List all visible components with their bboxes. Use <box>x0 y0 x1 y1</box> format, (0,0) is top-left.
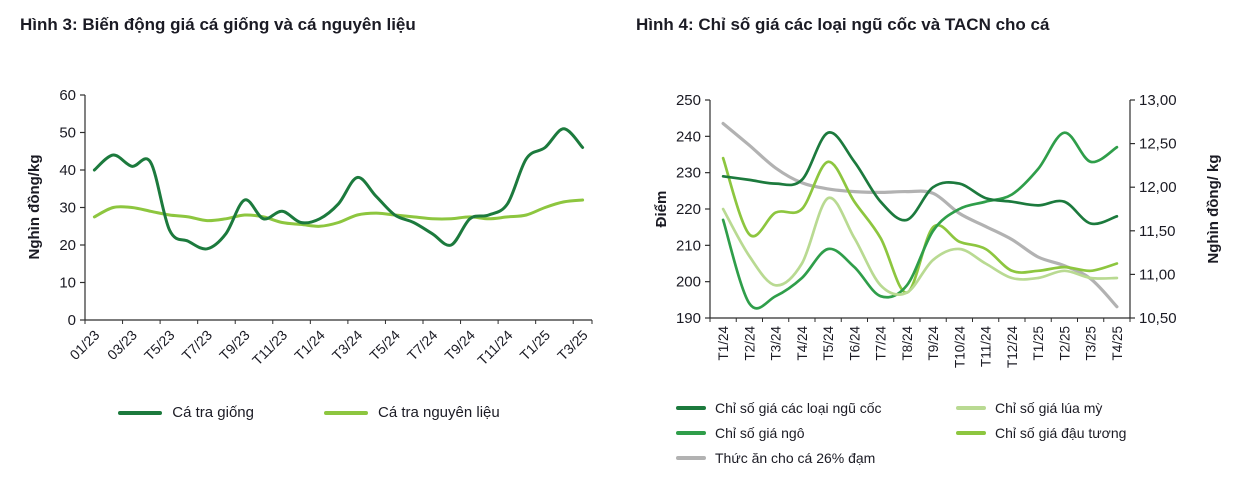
series-line-ca-tra-giong <box>92 127 585 251</box>
legend-line-swatch <box>676 431 706 435</box>
x-axis-tick-label: T1/24 <box>716 326 731 361</box>
legend-label: Chỉ số giá ngô <box>715 425 805 441</box>
x-axis-tick-label: T11/24 <box>474 327 516 369</box>
figure3-title: Hình 3: Biến động giá cá giống và cá ngu… <box>20 15 416 34</box>
legend-label: Cá tra nguyên liệu <box>377 404 500 421</box>
x-axis-tick-label: T9/24 <box>926 326 941 361</box>
x-axis-tick-label: T7/24 <box>404 327 441 364</box>
x-axis-tick-label: T11/24 <box>979 326 994 368</box>
x-axis-tick-label: T9/24 <box>441 327 478 364</box>
legend-item-chi-so-gia-lua-my: Chỉ số giá lúa mỳ <box>956 400 1242 416</box>
legend-label: Chỉ số giá các loại ngũ cốc <box>715 400 882 416</box>
x-axis-tick-label: T5/24 <box>366 327 403 364</box>
y-axis-tick-label: 230 <box>676 165 701 182</box>
x-axis-tick-label: T3/25 <box>1084 326 1099 361</box>
y-axis-tick-label: 20 <box>59 237 76 254</box>
y-axis-tick-label: 40 <box>59 162 76 179</box>
legend-line-swatch <box>956 431 986 435</box>
figure4-legend: Chỉ số giá các loại ngũ cốc Chỉ số giá l… <box>676 400 1242 466</box>
x-axis-tick-label: T7/23 <box>179 327 216 364</box>
legend-line-swatch <box>676 456 706 460</box>
series-line-chi-so-gia-lua-my <box>721 196 1119 296</box>
figure4-title: Hình 4: Chỉ số giá các loại ngũ cốc và T… <box>636 15 1050 34</box>
series-line-thuc-an-cho-ca <box>721 121 1119 309</box>
legend-label: Chỉ số giá lúa mỳ <box>995 400 1103 416</box>
y-axis-tick-label: 240 <box>676 128 701 145</box>
legend-item-chi-so-gia-ngo: Chỉ số giá ngô <box>676 425 956 441</box>
legend-line-swatch <box>956 406 986 410</box>
y-axis-right-tick-label: 10,50 <box>1139 310 1177 327</box>
y-axis-tick-label: 190 <box>676 310 701 327</box>
legend-item-thuc-an-cho-ca: Thức ăn cho cá 26% đạm <box>676 450 956 466</box>
y-axis-right-tick-label: 12,00 <box>1139 179 1177 196</box>
x-axis-tick-label: 01/23 <box>66 327 102 363</box>
y-axis-right-tick-label: 11,50 <box>1139 223 1175 240</box>
x-axis-tick-label: T10/24 <box>952 326 967 369</box>
x-axis-tick-label: T7/24 <box>874 326 889 361</box>
legend-item-chi-so-gia-dau-tuong: Chỉ số giá đậu tương <box>956 425 1242 441</box>
figure3-legend: Cá tra giống Cá tra nguyên liệu <box>20 404 598 421</box>
x-axis-tick-label: 03/23 <box>104 327 140 363</box>
figure4-left-y-axis-title: Điểm <box>653 190 670 228</box>
x-axis-tick-label: T9/23 <box>216 327 253 364</box>
legend-item-ca-tra-nguyen-lieu: Cá tra nguyên liệu <box>323 404 500 421</box>
figure4-right-y-axis-title: Nghìn đồng/ kg <box>1205 154 1222 264</box>
legend-label: Cá tra giống <box>172 404 254 421</box>
legend-item-ca-tra-giong: Cá tra giống <box>118 404 254 421</box>
x-axis-tick-label: T8/24 <box>900 326 915 361</box>
y-axis-tick-label: 0 <box>68 312 76 329</box>
y-axis-right-tick-label: 12,50 <box>1139 136 1177 153</box>
x-axis-tick-label: T1/25 <box>1031 326 1046 361</box>
y-axis-tick-label: 200 <box>676 274 701 291</box>
x-axis-tick-label: T3/24 <box>769 326 784 361</box>
figure4: Hình 4: Chỉ số giá các loại ngũ cốc và T… <box>636 12 1242 472</box>
x-axis-tick-label: T3/25 <box>554 327 591 364</box>
figure4-plot: 190 200 210 220 230 240 250 10,50 11,00 11,50 12,0… <box>676 92 1177 369</box>
y-axis-tick-label: 220 <box>676 201 701 218</box>
series-line-chi-so-gia-ngu-coc <box>721 131 1119 226</box>
series-line-chi-so-gia-ngo <box>721 131 1119 310</box>
legend-line-swatch <box>676 406 706 410</box>
series-line-ca-tra-nguyen-lieu <box>92 198 585 228</box>
x-axis-tick-label: T3/24 <box>329 327 366 364</box>
x-axis-tick-label: T5/23 <box>141 327 178 364</box>
x-axis-tick-label: T4/25 <box>1110 326 1125 361</box>
y-axis-tick-label: 10 <box>59 275 76 292</box>
series-line-chi-so-gia-dau-tuong <box>721 156 1119 294</box>
y-axis-right-tick-label: 11,00 <box>1139 266 1175 283</box>
legend-line-swatch <box>323 410 368 415</box>
y-axis-tick-label: 210 <box>676 237 701 254</box>
legend-label: Chỉ số giá đậu tương <box>995 425 1127 441</box>
legend-item-chi-so-gia-ngu-coc: Chỉ số giá các loại ngũ cốc <box>676 400 956 416</box>
x-axis-tick-label: T4/24 <box>795 326 810 361</box>
legend-line-swatch <box>118 410 163 415</box>
x-axis-tick-label: T6/24 <box>847 326 862 361</box>
x-axis-tick-label: T12/24 <box>1005 326 1020 369</box>
y-axis-tick-label: 250 <box>676 92 701 109</box>
y-axis-right-tick-label: 13,00 <box>1139 92 1177 109</box>
x-axis-tick-label: T5/24 <box>821 326 836 361</box>
figure3: Hình 3: Biến động giá cá giống và cá ngu… <box>20 12 598 472</box>
y-axis-tick-label: 60 <box>59 87 76 104</box>
legend-label: Thức ăn cho cá 26% đạm <box>715 450 876 466</box>
figure3-y-axis-title: Nghìn đồng/kg <box>26 154 43 260</box>
x-axis-tick-label: T1/25 <box>517 327 554 364</box>
x-axis-tick-label: T2/24 <box>742 326 757 361</box>
y-axis-tick-label: 30 <box>59 200 76 217</box>
y-axis-tick-label: 50 <box>59 125 76 142</box>
x-axis-tick-label: T11/23 <box>249 327 291 369</box>
x-axis-tick-label: T2/25 <box>1057 326 1072 361</box>
x-axis-tick-label: T1/24 <box>291 327 328 364</box>
